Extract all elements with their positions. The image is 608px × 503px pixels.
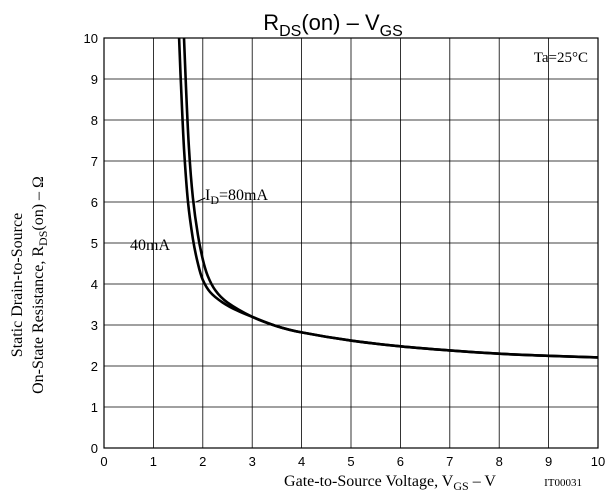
x-tick-label: 6: [397, 454, 404, 469]
y-tick-label: 4: [91, 277, 98, 292]
series-line-1: [177, 37, 599, 359]
series-label-40ma: 40mA: [130, 237, 170, 254]
x-tick-label: 5: [347, 454, 354, 469]
y-tick-label: 8: [91, 113, 98, 128]
x-tick-label: 1: [150, 454, 157, 469]
series-label-80ma: ID=80mA: [205, 187, 268, 207]
y-tick-label: 2: [91, 359, 98, 374]
x-axis-label: Gate-to-Source Voltage, VGS – V: [284, 473, 496, 493]
y-tick-label: 3: [91, 318, 98, 333]
y-tick-label: 6: [91, 195, 98, 210]
x-tick-label: 8: [496, 454, 503, 469]
x-tick-label: 0: [100, 454, 107, 469]
x-tick-label: 7: [446, 454, 453, 469]
y-tick-label: 1: [91, 400, 98, 415]
x-tick-labels: 0 1 2 3 4 5 6 7 8 9 10: [100, 454, 605, 469]
figure-code: IT00031: [544, 477, 582, 489]
x-tick-label: 9: [545, 454, 552, 469]
label-leader-80ma: [195, 197, 206, 203]
condition-label: Ta=25°C: [534, 50, 588, 66]
x-tick-label: 4: [298, 454, 305, 469]
y-tick-label: 9: [91, 72, 98, 87]
grid: [104, 38, 598, 448]
x-tick-label: 3: [249, 454, 256, 469]
x-tick-label: 2: [199, 454, 206, 469]
y-tick-label: 5: [91, 236, 98, 251]
y-tick-labels: 0 1 2 3 4 5 6 7 8 9 10: [84, 31, 98, 456]
plot-frame: [103, 37, 599, 449]
y-axis-label-line1: Static Drain-to-Source: [9, 213, 26, 357]
y-tick-label: 0: [91, 441, 98, 456]
y-axis-label-line2: On-State Resistance, RDS(on) – Ω: [30, 176, 50, 394]
y-tick-label: 7: [91, 154, 98, 169]
x-tick-label: 10: [591, 454, 605, 469]
chart-title: RDS(on) – VGS: [263, 10, 403, 40]
curves: [177, 37, 599, 359]
y-tick-label: 10: [84, 31, 98, 46]
